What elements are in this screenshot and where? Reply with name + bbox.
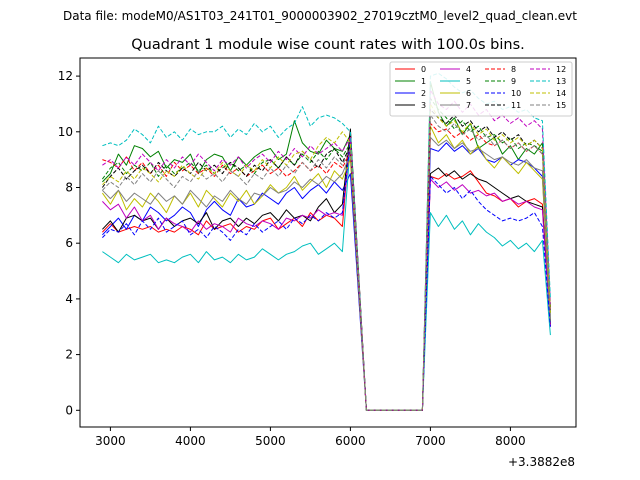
legend-label-0: 0 [421, 65, 426, 74]
y-tick-label: 0 [65, 403, 73, 417]
legend-label-1: 1 [421, 77, 426, 86]
series-line-13 [102, 72, 551, 411]
legend-label-6: 6 [466, 89, 471, 98]
x-tick-label: 5000 [255, 434, 286, 448]
series-line-14 [102, 103, 551, 411]
legend-label-4: 4 [466, 65, 471, 74]
y-axis: 0 2 4 6 8 10 12 [58, 69, 80, 417]
series-line-10 [102, 139, 551, 411]
plot-frame [79, 57, 577, 428]
x-tick-label: 7000 [415, 434, 446, 448]
y-tick-label: 2 [65, 348, 73, 362]
legend-label-13: 13 [556, 77, 566, 86]
y-tick-label: 8 [65, 180, 73, 194]
legend-label-14: 14 [556, 89, 566, 98]
legend-label-11: 11 [511, 101, 521, 110]
series-line-1 [102, 81, 551, 411]
data-file-label: Data file: modeM0/AS1T03_241T01_90000039… [63, 9, 577, 23]
series-line-0 [102, 131, 551, 411]
x-offset-label: +3.3882e8 [508, 455, 575, 469]
x-tick-label: 8000 [495, 434, 526, 448]
legend-label-5: 5 [466, 77, 471, 86]
legend-label-15: 15 [556, 101, 566, 110]
y-tick-label: 6 [65, 236, 73, 250]
series-line-5 [102, 142, 551, 411]
y-tick-label: 4 [65, 292, 73, 306]
legend-label-2: 2 [421, 89, 426, 98]
series-line-9 [101, 97, 551, 411]
y-tick-label: 12 [58, 69, 73, 83]
series-line-8 [102, 122, 551, 411]
series-line-7 [102, 136, 551, 411]
x-tick-label: 3000 [95, 434, 126, 448]
x-tick-label: 4000 [175, 434, 206, 448]
series-line-4 [102, 136, 551, 411]
legend-label-12: 12 [556, 65, 566, 74]
legend-label-9: 9 [511, 77, 516, 86]
series-line-11 [101, 109, 551, 411]
legend-label-8: 8 [511, 65, 516, 74]
chart-title: Quadrant 1 module wise count rates with … [131, 37, 525, 53]
legend-label-7: 7 [466, 101, 471, 110]
legend-label-10: 10 [511, 89, 521, 98]
legend-label-3: 3 [421, 101, 426, 110]
x-tick-label: 6000 [335, 434, 366, 448]
plot-series-group [101, 72, 551, 411]
x-axis: 3000 4000 5000 6000 7000 8000 [95, 427, 526, 448]
series-line-15 [102, 114, 551, 411]
legend-frame [389, 61, 573, 117]
y-tick-label: 10 [58, 125, 73, 139]
